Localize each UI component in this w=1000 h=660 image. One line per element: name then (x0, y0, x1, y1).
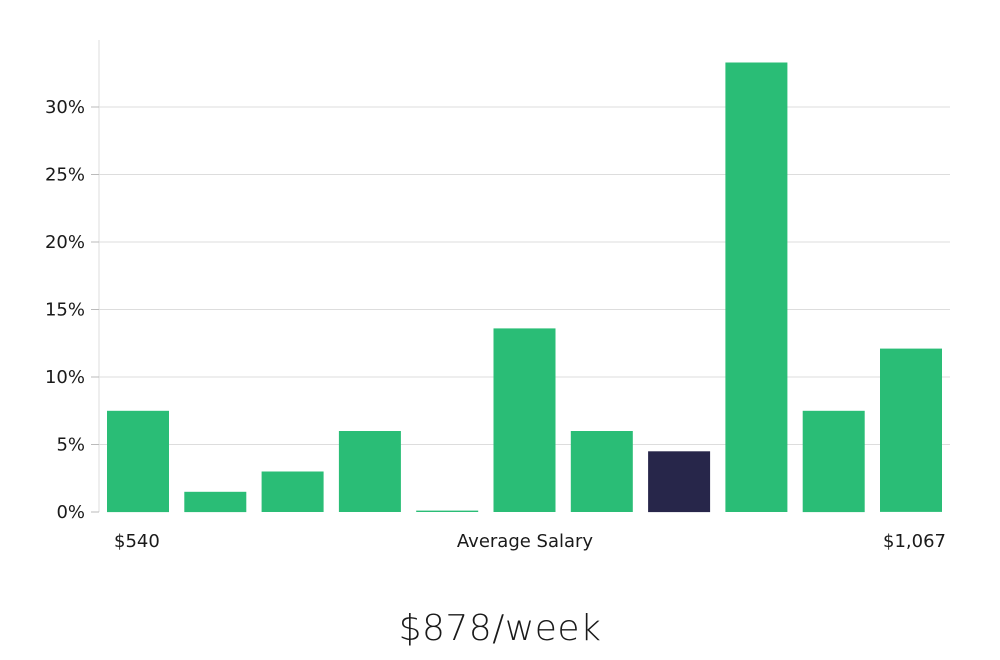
bar (184, 491, 247, 513)
y-tick-label: 20% (45, 232, 85, 253)
y-tick-label: 0% (56, 502, 85, 523)
bar (880, 348, 942, 512)
y-tick-label: 10% (45, 367, 85, 388)
bar (107, 410, 169, 513)
y-tick-label: 30% (45, 97, 85, 118)
y-axis-ticks: 0% 5% 10% 15% 20% 25% 30% (45, 97, 99, 523)
x-min-label: $540 (114, 531, 160, 552)
bar-highlighted (648, 451, 711, 513)
bar (338, 431, 401, 512)
x-axis-title: Average Salary (457, 531, 594, 552)
average-salary-value: $878/week (398, 608, 602, 649)
bars (107, 62, 942, 513)
x-max-label: $1,067 (883, 531, 946, 552)
y-tick-label: 15% (45, 300, 85, 321)
bar (261, 471, 324, 512)
bar (802, 410, 865, 513)
bar (416, 510, 479, 512)
y-tick-label: 25% (45, 165, 85, 186)
bar (725, 62, 788, 512)
bar (570, 431, 633, 512)
salary-histogram: 0%5%10%15%20%25%30% $540 Average Salary … (45, 40, 950, 552)
y-tick-label: 5% (56, 435, 85, 456)
bar (493, 328, 556, 512)
